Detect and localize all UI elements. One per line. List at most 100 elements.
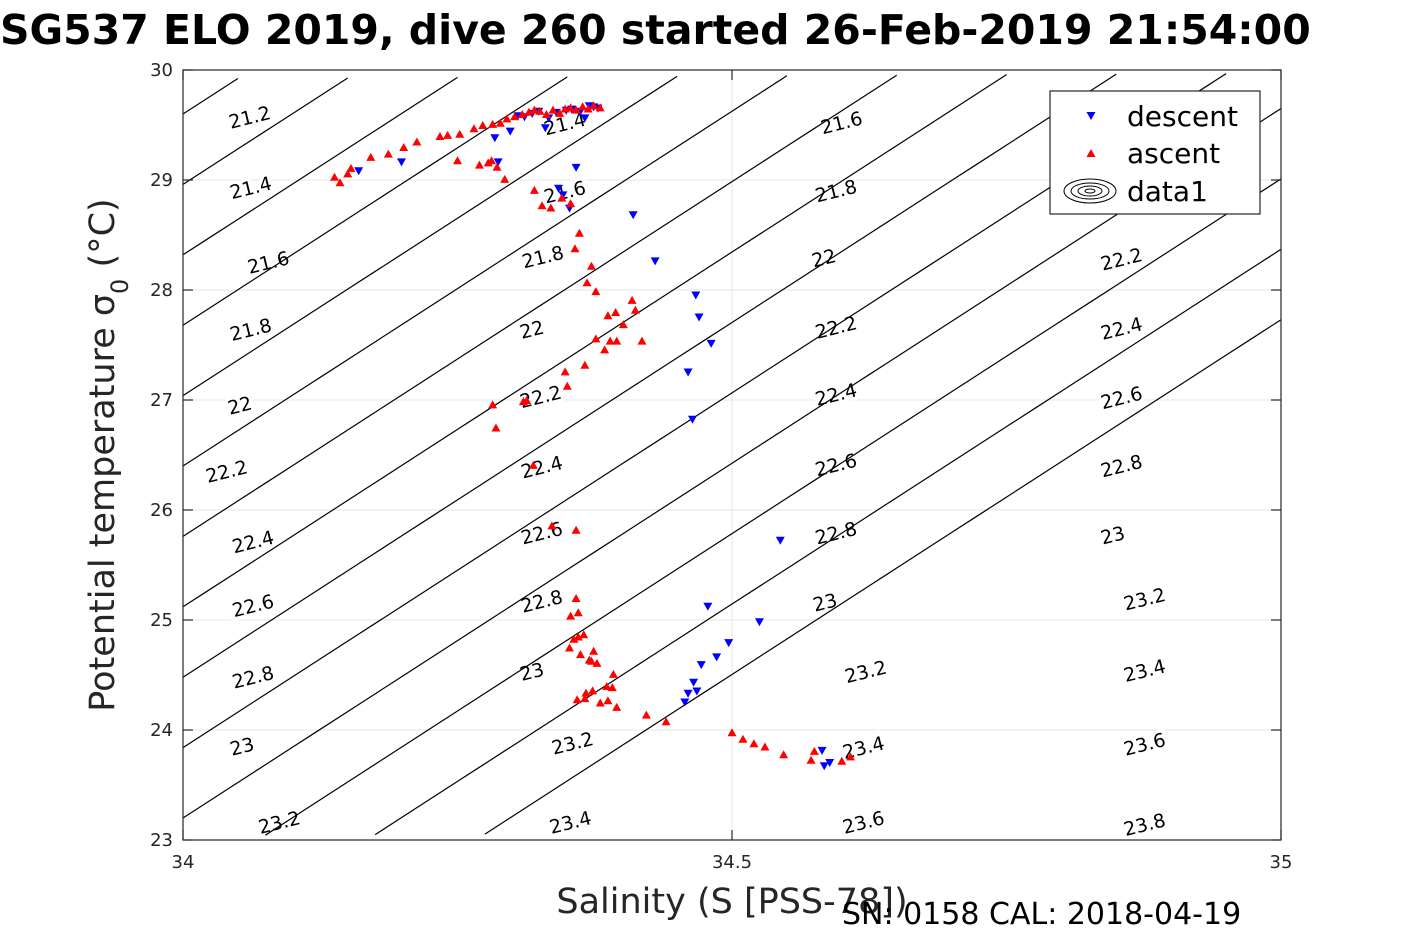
- ascent-point: [846, 752, 856, 761]
- y-tick-label: 28: [150, 280, 173, 301]
- ascent-point: [535, 106, 545, 115]
- legend-ascent-marker: [1086, 149, 1096, 157]
- ascent-point: [584, 655, 594, 664]
- ascent-point: [560, 367, 570, 376]
- ascent-point: [589, 101, 599, 110]
- descent-point: [703, 602, 713, 611]
- ascent-point: [579, 630, 589, 639]
- ascent-point: [760, 742, 770, 751]
- descent-point: [724, 639, 734, 648]
- ascent-point: [600, 345, 610, 354]
- legend-contour-icon: [1070, 182, 1110, 200]
- ascent-point: [529, 185, 539, 194]
- x-tick-label: 35: [1270, 852, 1293, 873]
- descent-point: [817, 746, 827, 755]
- y-tick-label: 26: [150, 500, 173, 521]
- legend-contour-icon: [1084, 188, 1096, 194]
- descent-point: [680, 698, 690, 707]
- legend: descent ascent data1: [1049, 90, 1261, 215]
- legend-descent-label: descent: [1127, 100, 1238, 133]
- isopycnal-line: [265, 178, 1282, 836]
- ascent-point: [641, 710, 651, 719]
- descent-point: [691, 291, 701, 300]
- ascent-point: [573, 632, 583, 641]
- ascent-point: [602, 682, 612, 690]
- ascent-point: [557, 193, 567, 202]
- ascent-point: [564, 643, 574, 652]
- ascent-point: [566, 103, 576, 112]
- ascent-point: [749, 739, 759, 748]
- descent-point: [354, 167, 364, 176]
- ascent-point: [335, 178, 345, 187]
- ascent-point: [488, 119, 498, 128]
- descent-point: [825, 759, 835, 767]
- descent-point: [819, 762, 829, 771]
- ascent-point: [524, 107, 534, 116]
- descent-point: [775, 536, 785, 545]
- descent-point: [580, 114, 590, 123]
- y-tick-label: 24: [150, 720, 173, 741]
- ascent-point: [591, 287, 601, 296]
- descent-point: [754, 618, 764, 627]
- ascent-point: [608, 669, 618, 678]
- descent-point: [689, 678, 699, 687]
- ascent-point: [502, 114, 512, 123]
- descent-point: [558, 191, 568, 200]
- ascent-point: [474, 160, 484, 169]
- ascent-point: [453, 156, 462, 165]
- ascent-point: [566, 199, 576, 208]
- ascent-point: [603, 696, 613, 705]
- isopycnal-line: [182, 73, 1117, 678]
- ascent-point: [488, 400, 498, 409]
- ascent-point: [589, 646, 599, 655]
- ascent-point: [806, 755, 816, 764]
- isopycnal-line: [374, 248, 1282, 836]
- ascent-point: [443, 130, 453, 139]
- ascent-point: [492, 162, 502, 171]
- ascent-point: [574, 228, 584, 237]
- ascent-point: [346, 163, 356, 172]
- descent-point: [493, 158, 503, 167]
- legend-data1-label: data1: [1127, 175, 1208, 208]
- ascent-point: [603, 311, 613, 320]
- y-tick-label: 25: [150, 610, 173, 631]
- ascent-point: [630, 305, 640, 314]
- ascent-point: [809, 746, 819, 755]
- descent-point: [650, 257, 660, 266]
- ascent-point: [612, 702, 622, 711]
- ascent-point: [580, 360, 590, 369]
- ascent-point: [571, 525, 581, 534]
- ascent-point: [637, 336, 647, 345]
- ascent-point: [522, 396, 532, 404]
- isopycnal-line: [182, 76, 458, 256]
- ascent-point: [517, 110, 527, 118]
- descent-point: [505, 127, 515, 136]
- x-tick-label: 34.5: [712, 852, 752, 873]
- ascent-point: [581, 688, 591, 697]
- ascent-point: [611, 308, 621, 316]
- isopycnal-line: [182, 78, 239, 115]
- ascent-point: [586, 261, 596, 270]
- ascent-point: [583, 104, 593, 113]
- legend-contour-icon: [1063, 178, 1117, 204]
- ascent-point: [555, 108, 565, 117]
- descent-point: [692, 687, 702, 696]
- ascent-point: [478, 121, 488, 129]
- ascent-point: [469, 124, 479, 133]
- ascent-point: [575, 650, 585, 659]
- isopycnal-line: [182, 107, 1282, 819]
- descent-point: [706, 339, 716, 348]
- ascent-point: [591, 334, 601, 343]
- ascent-point: [627, 295, 637, 304]
- y-axis-label: Potential temperature σ0 (°C): [83, 198, 134, 711]
- ascent-point: [837, 756, 847, 765]
- ascent-point: [580, 694, 590, 703]
- ascent-point: [546, 203, 556, 212]
- ascent-point: [618, 320, 628, 329]
- descent-point: [540, 124, 550, 133]
- ascent-point: [571, 594, 581, 602]
- descent-point: [628, 211, 638, 220]
- ascent-point: [738, 734, 748, 743]
- ascent-point: [455, 129, 465, 138]
- ascent-point: [592, 658, 602, 667]
